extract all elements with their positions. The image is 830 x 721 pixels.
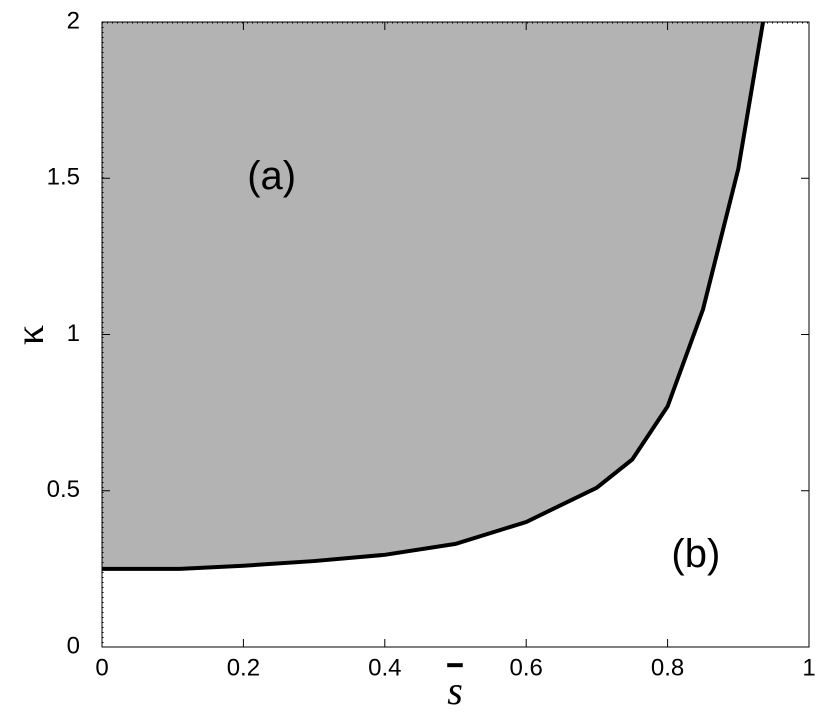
x-tick-label: 0 — [95, 654, 108, 681]
y-axis-label: κ — [7, 325, 52, 345]
filled-region — [102, 22, 764, 569]
y-tick-label: 2 — [67, 7, 80, 34]
y-tick-label: 0 — [67, 632, 80, 659]
x-tick-label: 1 — [802, 654, 815, 681]
x-tick-label: 0.4 — [368, 654, 401, 681]
x-tick-label: 0.2 — [227, 654, 260, 681]
annotation: (a) — [247, 154, 296, 198]
x-tick-label: 0.8 — [651, 654, 684, 681]
x-axis-label: s — [447, 668, 463, 713]
y-tick-label: 1.5 — [47, 164, 80, 191]
y-tick-label: 1 — [67, 320, 80, 347]
boundary-curve — [102, 21, 766, 571]
x-tick-label: 0.6 — [510, 654, 543, 681]
annotation: (b) — [671, 532, 720, 576]
y-tick-label: 0.5 — [47, 476, 80, 503]
